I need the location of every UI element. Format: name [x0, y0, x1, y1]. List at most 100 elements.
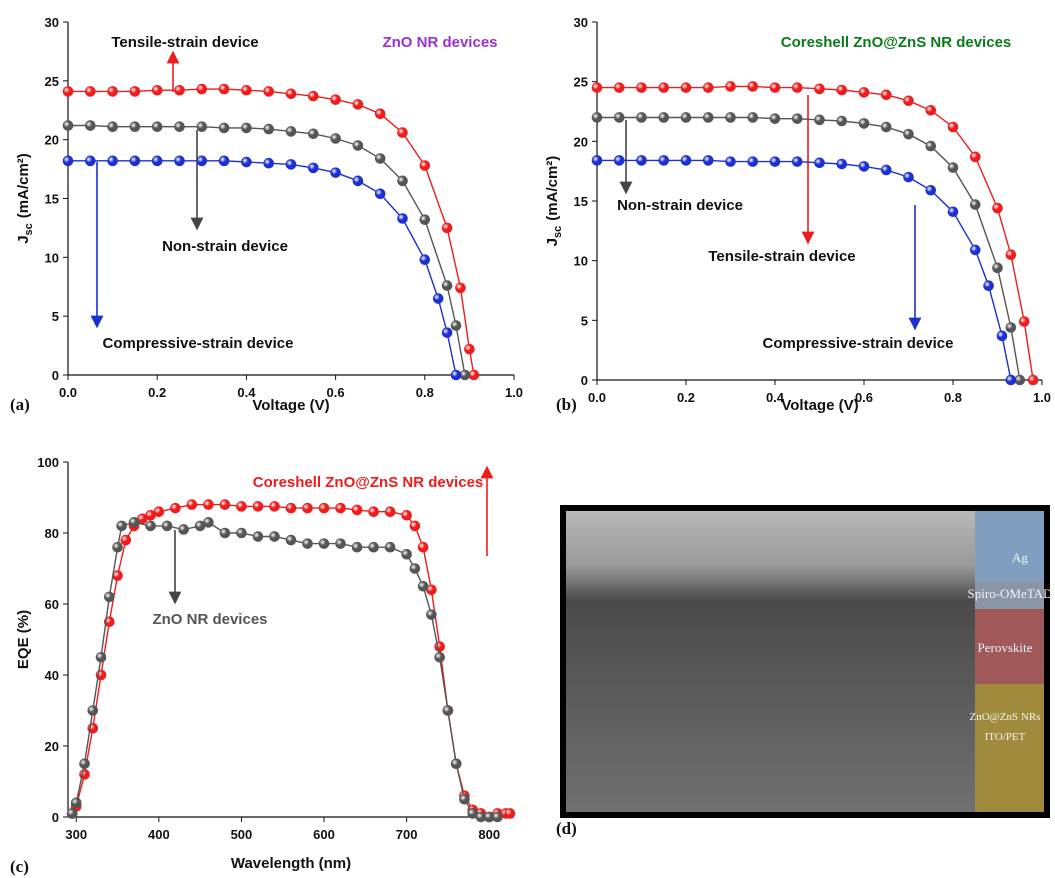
data-point	[702, 112, 714, 123]
x-axis-title: Voltage (V)	[252, 397, 329, 414]
series-line	[71, 521, 498, 818]
data-point	[468, 369, 480, 381]
data-point	[426, 609, 437, 620]
y-tick-label: 20	[45, 739, 59, 754]
data-point	[836, 115, 848, 127]
data-point	[335, 538, 346, 549]
data-point	[434, 651, 445, 663]
annotation: Coreshell ZnO@ZnS NR devices	[253, 474, 484, 491]
data-point	[769, 82, 781, 93]
data-point	[307, 128, 319, 140]
data-point	[374, 108, 386, 120]
y-axis-title-part: J	[544, 238, 561, 246]
data-point	[196, 155, 208, 167]
data-point	[151, 121, 163, 133]
data-point	[218, 83, 230, 95]
x-tick-label: 400	[148, 827, 170, 842]
data-point	[969, 199, 981, 210]
y-tick-label: 40	[45, 668, 59, 683]
data-point	[658, 82, 670, 93]
series-line	[597, 85, 1034, 381]
data-point	[492, 811, 503, 823]
layer-label: Ag	[1012, 550, 1028, 565]
data-point	[241, 122, 252, 134]
data-point	[702, 82, 714, 93]
data-point	[85, 120, 96, 131]
data-point	[925, 140, 937, 152]
data-point	[374, 188, 386, 200]
data-point	[747, 112, 759, 123]
y-tick-label: 80	[45, 526, 59, 541]
image	[566, 511, 1044, 812]
data-point	[263, 157, 275, 169]
data-point	[351, 541, 363, 553]
data-point	[103, 591, 115, 603]
data-point	[417, 541, 429, 553]
data-point	[397, 213, 408, 224]
sem-image: Ag Spiro-OMeTAD Perovskite ZnO@ZnS NRs I…	[556, 505, 1052, 838]
data-point	[441, 280, 453, 291]
data-point	[85, 86, 96, 97]
annotation: Tensile-strain device	[708, 248, 855, 265]
y-axis-title-part: (mA/cm²)	[15, 153, 32, 218]
data-point	[880, 121, 892, 133]
data-point	[791, 113, 803, 124]
data-point	[903, 95, 914, 107]
y-tick-label: 15	[45, 192, 59, 207]
data-point	[636, 82, 647, 93]
annotation: Compressive-strain device	[763, 335, 954, 352]
series-line	[71, 503, 510, 818]
data-point	[352, 140, 364, 151]
x-tick-label: 600	[313, 827, 335, 842]
layer-label: ITO/PET	[985, 731, 1026, 743]
data-point	[79, 758, 90, 770]
data-point	[658, 112, 670, 123]
data-point	[151, 155, 163, 167]
x-tick-label: 0.2	[677, 390, 695, 405]
data-point	[129, 155, 141, 167]
y-tick-label: 25	[574, 75, 588, 90]
x-tick-label: 0.2	[148, 385, 166, 400]
data-point	[62, 155, 74, 167]
data-point	[397, 175, 408, 187]
x-axis-title: Voltage (V)	[781, 397, 858, 414]
data-point	[925, 105, 937, 116]
data-point	[441, 327, 453, 338]
data-point	[658, 155, 670, 166]
y-axis-title-part: (mA/cm²)	[544, 156, 561, 221]
annotation: Compressive-strain device	[103, 335, 294, 352]
panel-label: (d)	[556, 819, 577, 838]
layer-label: Perovskite	[978, 640, 1033, 655]
data-point	[285, 534, 297, 546]
y-axis-title-part: sc	[552, 226, 564, 238]
y-axis-title-part: sc	[23, 223, 35, 235]
data-point	[419, 160, 431, 171]
data-point	[814, 114, 825, 126]
y-tick-label: 0	[52, 810, 59, 825]
data-point	[814, 157, 825, 169]
data-point	[613, 155, 625, 166]
data-point	[725, 112, 736, 123]
data-point	[450, 758, 462, 770]
data-point	[836, 158, 848, 170]
data-point	[62, 120, 74, 131]
data-point	[161, 520, 173, 532]
data-point	[880, 164, 892, 176]
data-point	[218, 122, 230, 134]
data-point	[858, 161, 870, 172]
data-point	[455, 282, 466, 294]
data-point	[791, 82, 803, 93]
data-point	[263, 86, 275, 97]
annotation: ZnO NR devices	[152, 611, 267, 628]
data-point	[441, 222, 453, 234]
data-point	[680, 82, 692, 93]
data-point	[269, 501, 280, 512]
data-point	[151, 84, 163, 96]
data-point	[107, 86, 118, 97]
data-point	[203, 499, 214, 510]
data-point	[368, 506, 379, 518]
data-point	[174, 121, 185, 133]
data-point	[858, 118, 870, 129]
data-point	[196, 121, 208, 133]
data-point	[680, 155, 692, 166]
